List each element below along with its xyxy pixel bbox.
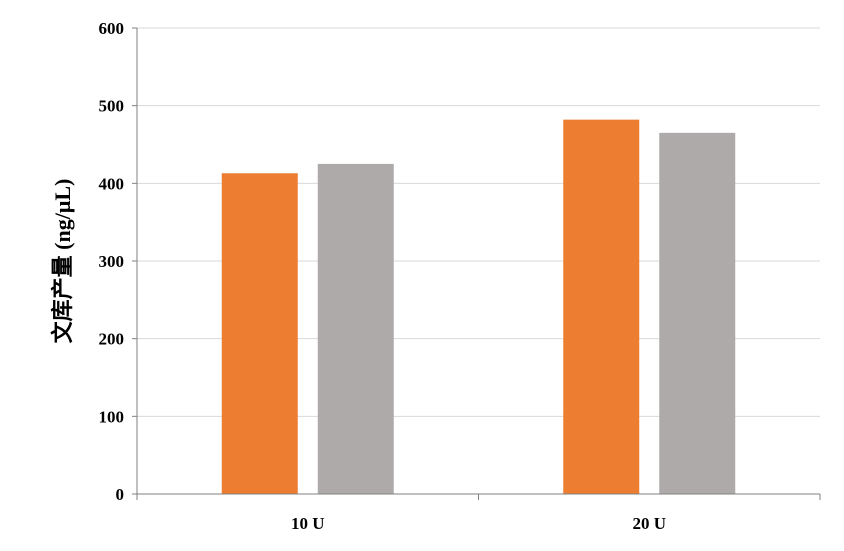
bar-series-2-20u bbox=[659, 132, 736, 494]
y-tick-label: 600 bbox=[99, 19, 125, 38]
y-tick-label: 400 bbox=[99, 174, 125, 193]
y-tick-label: 300 bbox=[99, 252, 125, 271]
y-tick-label: 500 bbox=[99, 97, 125, 116]
bar-series-1-20u bbox=[563, 119, 640, 494]
y-tick-label: 200 bbox=[99, 330, 125, 349]
y-tick-label: 100 bbox=[99, 407, 125, 426]
bars bbox=[221, 119, 736, 494]
x-category-label: 10 U bbox=[291, 514, 325, 533]
x-category-labels: 10 U 20 U bbox=[136, 494, 821, 533]
y-tick-labels: 0 100 200 300 400 500 600 bbox=[99, 19, 137, 504]
y-tick-label: 0 bbox=[116, 485, 125, 504]
bar-series-1-10u bbox=[221, 173, 298, 494]
x-category-label: 20 U bbox=[632, 514, 666, 533]
y-axis-label: 文库产量 (ng/μL) bbox=[50, 179, 75, 344]
bar-series-2-10u bbox=[317, 163, 394, 494]
